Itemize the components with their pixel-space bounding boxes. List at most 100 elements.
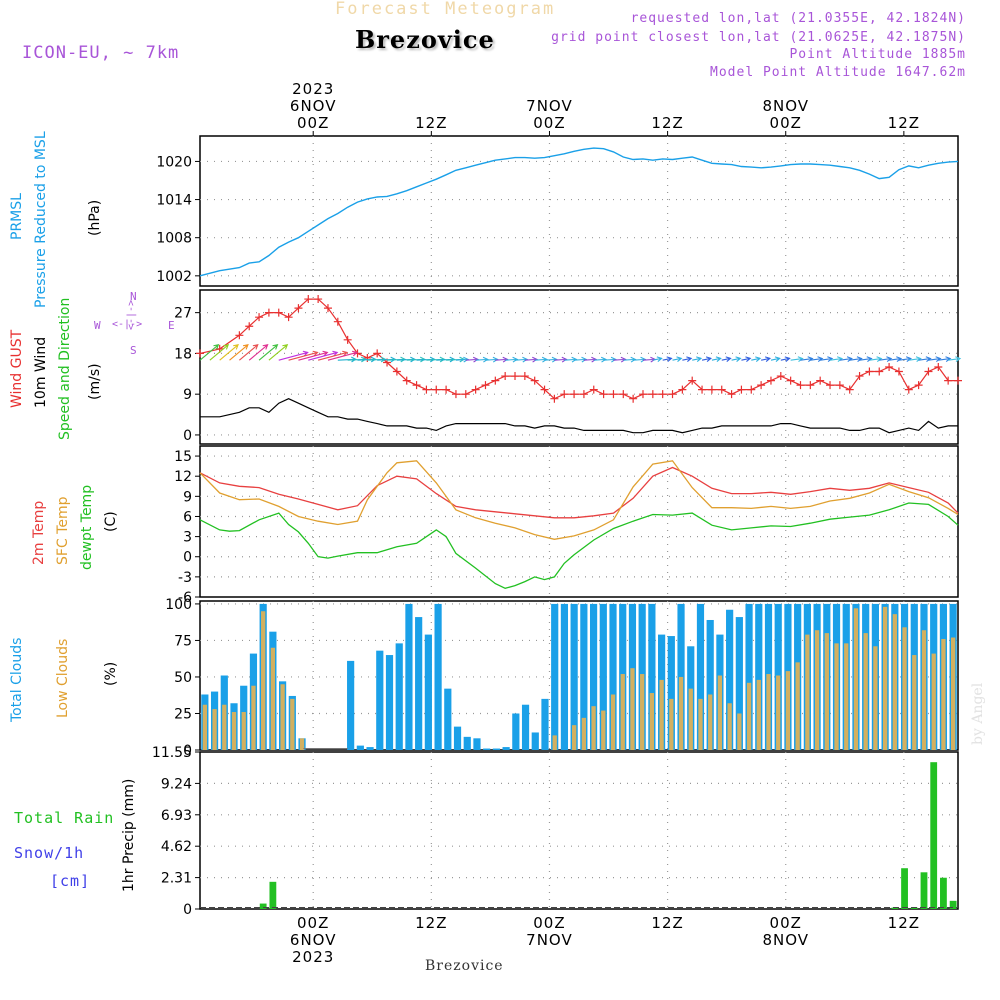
y-tick-label: 3 [183, 530, 192, 546]
low-cloud-bar [766, 674, 771, 750]
total-cloud-bar [735, 617, 743, 750]
x-label-top: 8NOV [762, 97, 809, 115]
total-cloud-bar [492, 748, 500, 750]
low-cloud-bar [746, 682, 752, 750]
gust-marker [422, 385, 431, 394]
gust-marker [875, 367, 884, 376]
total-cloud-bar [560, 603, 569, 750]
wind-direction-arrow [593, 356, 607, 363]
wind-direction-arrow [869, 356, 883, 362]
y-tick-label: 1020 [156, 154, 192, 170]
gust-marker [737, 385, 746, 394]
gust-marker [432, 385, 441, 394]
total-cloud-bar [726, 609, 734, 750]
gust-marker [314, 295, 323, 304]
gust-marker [333, 317, 342, 326]
x-label-bottom: 00Z [770, 914, 802, 932]
total-cloud-bar [444, 688, 452, 750]
total-cloud-bar [453, 726, 462, 750]
gust-marker [914, 381, 923, 390]
gust-marker [442, 385, 451, 394]
wind-direction-arrow [288, 350, 319, 361]
gust-marker [501, 372, 510, 381]
pressure-line [199, 147, 959, 277]
x-label-top: 7NOV [526, 97, 573, 115]
total-cloud-bar [376, 650, 384, 750]
wind-direction-arrow [790, 356, 804, 362]
x-label-bottom: 7NOV [526, 931, 573, 949]
low-cloud-bar [572, 725, 577, 750]
low-cloud-bar [844, 643, 849, 750]
low-cloud-bar [717, 675, 723, 750]
y-tick-label: 0 [183, 743, 192, 759]
gust-marker [570, 390, 579, 399]
gust-marker [934, 363, 943, 371]
low-cloud-bar [785, 671, 791, 750]
wind-direction-arrow [849, 356, 863, 362]
gust-marker [855, 372, 864, 381]
low-cloud-bar [649, 693, 655, 750]
y-tick-label: 9 [183, 489, 192, 505]
gust-marker [707, 385, 716, 394]
low-cloud-bar [805, 634, 810, 750]
x-label-bottom: 00Z [533, 914, 565, 932]
gust-marker [796, 381, 805, 390]
total-cloud-bar [696, 603, 705, 750]
y-tick-label: 100 [165, 597, 192, 613]
total-cloud-bar [385, 655, 394, 750]
y-tick-label: 75 [174, 633, 192, 649]
total-cloud-bar [745, 603, 753, 750]
low-cloud-bar [795, 662, 800, 750]
wind-direction-arrow [859, 356, 873, 362]
low-cloud-bar [270, 647, 276, 750]
low-cloud-bar [892, 614, 897, 750]
total-cloud-bar [424, 634, 432, 750]
panel-frame-4 [199, 751, 959, 910]
y-tick-label: 18 [174, 346, 192, 362]
wind-direction-arrow [199, 344, 220, 361]
gust-marker [678, 385, 687, 394]
wind-direction-arrow [889, 356, 903, 362]
compass-w: W [94, 319, 101, 332]
total-cloud-bar [347, 660, 355, 750]
low-cloud-bar [688, 688, 693, 750]
total-cloud-bar [551, 603, 559, 750]
total-cloud-bar [356, 745, 364, 750]
wind-direction-arrow [751, 356, 762, 363]
gust-marker [648, 390, 657, 399]
x-label-bottom: 00Z [297, 914, 329, 932]
low-cloud-bar [552, 735, 557, 750]
total-cloud-bar [483, 748, 491, 750]
low-cloud-bar [951, 637, 956, 750]
wind-direction-arrow [652, 356, 663, 363]
low-cloud-bar [610, 694, 616, 750]
low-cloud-bar [231, 712, 237, 750]
y-tick-label: 1014 [156, 193, 192, 209]
gust-marker [885, 363, 894, 371]
wind-direction-arrow [209, 344, 230, 361]
wind-direction-arrow [485, 356, 499, 363]
gust-marker [363, 353, 372, 362]
wind-direction-arrow [613, 356, 627, 363]
low-cloud-bar [853, 608, 859, 750]
total-cloud-bar [531, 732, 539, 750]
compass-arrow-horizontal: <-|-> [112, 319, 143, 330]
low-cloud-bar [727, 703, 732, 750]
gust-marker [638, 390, 647, 399]
gust-marker [894, 367, 903, 376]
wind-direction-arrow [317, 350, 349, 361]
y-tick-label: 50 [174, 670, 192, 686]
total-cloud-bar [570, 603, 578, 750]
gust-marker [274, 308, 283, 317]
rain-bar [901, 868, 908, 909]
rain-bar [259, 903, 267, 909]
compass-e: E [168, 319, 175, 332]
gust-marker [392, 367, 401, 376]
wind-direction-arrow [219, 344, 239, 361]
gust-marker [835, 381, 844, 390]
total-cloud-bar [463, 736, 471, 750]
total-cloud-bar [667, 636, 675, 750]
total-cloud-bar [521, 704, 530, 750]
gust-marker [540, 385, 549, 394]
